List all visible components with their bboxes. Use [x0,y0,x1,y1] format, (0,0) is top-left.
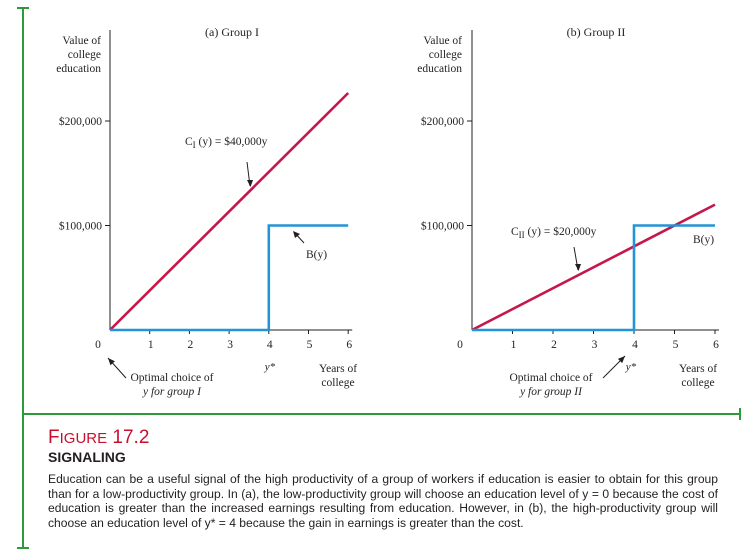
x-tick-label: 6 [346,339,352,351]
x-tick-label: 2 [551,339,557,351]
x-tick-label: 1 [511,339,517,351]
y-star-label: y* [264,361,276,373]
figure-frame [17,7,741,549]
figure-number: FIGURE 17.2 [48,427,150,448]
x-tick-label: 5 [307,339,313,351]
benefit-label-arrowhead [293,231,300,238]
figure-caption: FIGURE 17.2 SIGNALING Education can be a… [48,428,718,530]
x-axis-label: Years of college [679,363,717,389]
benefit-line-label: B(y) [306,249,327,261]
benefit-line-label: B(y) [693,234,714,246]
optimal-choice-annotation: Optimal choice of y for group I [130,372,213,398]
x-tick-label: 6 [713,339,719,351]
x-tick-label: 0 [457,339,463,351]
x-tick-label: 0 [95,339,101,351]
x-tick-label: 1 [148,339,154,351]
cost-line [471,203,716,332]
panel-group-i: (a) Group I Value of college education $100,… [56,25,357,398]
cost-line-label: CII (y) = $20,000y [511,225,597,240]
figure-description: Education can be a useful signal of the … [48,472,718,530]
panel-group-ii: (b) Group II Value of college education $100… [417,25,719,398]
benefit-line [110,224,349,332]
cost-label-arrowhead [575,264,581,271]
figure-title: SIGNALING [48,449,126,465]
y-tick-label: $100,000 [59,220,102,233]
cost-line-label: CI (y) = $40,000y [185,135,268,150]
x-tick-label: 5 [673,339,679,351]
annotation-arrowhead [617,356,625,364]
y-tick-label: $200,000 [421,115,464,128]
chart-title: (a) Group I [205,25,259,39]
benefit-line [472,224,715,332]
annotation-arrowhead [108,358,115,366]
x-tick-label: 3 [227,339,233,351]
y-axis-label: Value of college education [417,35,462,75]
y-tick-label: $200,000 [59,115,102,128]
cost-line [109,92,350,331]
optimal-choice-annotation: Optimal choice of y for group II [509,372,592,398]
x-tick-label: 3 [592,339,598,351]
x-tick-label: 4 [632,339,638,351]
chart-title: (b) Group II [567,25,626,39]
y-tick-label: $100,000 [421,220,464,233]
y-star-label: y* [625,361,637,373]
cost-label-arrowhead [247,180,253,187]
x-tick-label: 4 [267,339,273,351]
x-axis-label: Years of college [319,363,357,389]
y-axis-label: Value of college education [56,35,101,75]
x-tick-label: 2 [188,339,194,351]
